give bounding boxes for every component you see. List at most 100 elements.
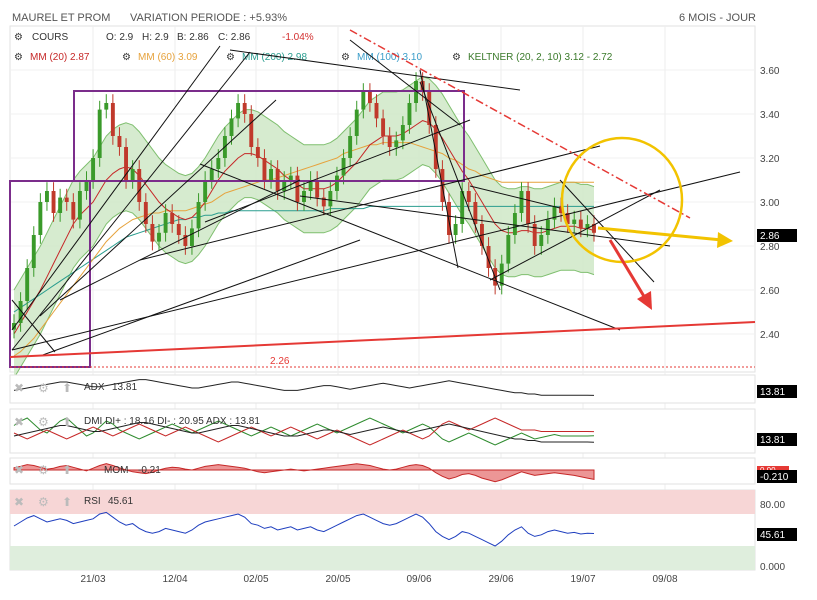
gear-icon[interactable]: ⚙ [226, 52, 235, 63]
candle-body [150, 224, 155, 242]
rsi-tick-80: 80.00 [760, 500, 785, 511]
trendline[interactable] [11, 45, 221, 331]
mom-value: -0.21 [138, 465, 161, 476]
mom-controls: ✖ ⚙ ⬆ MOM -0.21 [14, 463, 161, 477]
candle-body [433, 125, 438, 169]
gear-icon[interactable]: ⚙ [14, 52, 23, 63]
dmi-panel [9, 408, 756, 454]
red-downtrend-line[interactable] [349, 29, 691, 219]
dmi-badge [757, 433, 797, 446]
legend-close: C: 2.86 [218, 32, 251, 43]
rsi-badge [757, 528, 797, 541]
legend-mm60: MM (60) 3.09 [138, 52, 198, 63]
candle-body [374, 103, 379, 119]
candle-body [334, 175, 339, 191]
candle-body [592, 224, 596, 233]
mom-badge [757, 470, 797, 483]
candle-body [91, 158, 96, 180]
legend-low: B: 2.86 [177, 32, 209, 43]
up-arrow-icon[interactable]: ⬆ [62, 463, 72, 477]
candle-body [189, 228, 194, 246]
candle-body [31, 235, 36, 268]
gear-icon[interactable]: ⚙ [341, 52, 350, 63]
keltner-lower-line [13, 164, 595, 379]
trendline[interactable] [489, 189, 661, 281]
trendlines[interactable] [11, 39, 741, 357]
candle-body [578, 219, 583, 229]
trendline[interactable] [11, 51, 251, 351]
candle-body [348, 136, 353, 158]
candle-body [427, 92, 432, 125]
candle-body [499, 263, 504, 286]
candle-body [559, 206, 564, 213]
red-arrow-head [637, 291, 652, 310]
adx-badge-value: 13.81 [760, 387, 785, 398]
trendline[interactable] [59, 179, 301, 301]
trendline[interactable] [419, 69, 459, 269]
time-tick-label: 09/08 [652, 574, 677, 585]
candle-body [367, 92, 372, 103]
candle-body [565, 213, 570, 224]
candle-body [157, 232, 161, 242]
time-tick-label: 19/07 [570, 574, 595, 585]
rsi-controls: ✖ ⚙ ⬆ RSI 45.61 [14, 495, 133, 509]
trendline[interactable] [11, 171, 741, 351]
up-arrow-icon[interactable]: ⬆ [62, 381, 72, 395]
rsi-label: RSI [84, 496, 101, 507]
trendline[interactable] [39, 99, 277, 317]
red-arrow-shaft [608, 239, 647, 299]
candle-body [25, 268, 30, 301]
trendline[interactable] [11, 299, 56, 353]
price-tick-label: 2.80 [760, 242, 780, 253]
last-price-value: 2.86 [760, 231, 780, 242]
trendline[interactable] [469, 185, 561, 209]
trendline[interactable] [559, 179, 655, 283]
up-arrow-icon[interactable]: ⬆ [62, 495, 72, 509]
price-tick-label: 3.00 [760, 198, 780, 209]
candle-body [381, 118, 386, 136]
gear-icon[interactable]: ⚙ [38, 381, 49, 395]
price-tick-label: 2.40 [760, 330, 780, 341]
candle-body [71, 202, 76, 220]
dmi-label: DMI DI+ : 18.16 DI- : 20.95 ADX : 13.81 [84, 416, 260, 427]
trendline[interactable] [204, 119, 471, 223]
period-selector[interactable]: 6 MOIS - JOUR [679, 12, 756, 24]
trendline[interactable] [199, 163, 621, 331]
gear-icon[interactable]: ⚙ [38, 463, 49, 477]
time-tick-label: 20/05 [325, 574, 350, 585]
price-tick-label: 3.60 [760, 66, 780, 77]
close-icon[interactable]: ✖ [14, 415, 24, 429]
trendline[interactable] [229, 49, 521, 91]
gear-icon[interactable]: ⚙ [122, 52, 131, 63]
trendline[interactable] [39, 239, 361, 357]
time-tick-label: 12/04 [162, 574, 187, 585]
variation-label: VARIATION PERIODE : +5.93% [130, 12, 287, 24]
close-icon[interactable]: ✖ [14, 463, 24, 477]
gear-icon[interactable]: ⚙ [452, 52, 461, 63]
close-icon[interactable]: ✖ [14, 381, 24, 395]
trendline[interactable] [419, 81, 501, 291]
candle-body [38, 202, 43, 235]
gear-icon[interactable]: ⚙ [38, 415, 49, 429]
up-arrow-icon[interactable]: ⬆ [62, 415, 72, 429]
purple-range-box-2[interactable] [73, 90, 465, 182]
candle-body [117, 136, 122, 147]
candle-body [77, 191, 82, 220]
candle-body [400, 125, 405, 141]
candle-body [532, 224, 537, 246]
trendline[interactable] [139, 145, 601, 261]
candle-body [97, 109, 102, 158]
gear-icon[interactable]: ⚙ [38, 495, 49, 509]
close-icon[interactable]: ✖ [14, 495, 24, 509]
candle-body [354, 109, 359, 136]
trendline[interactable] [349, 39, 461, 126]
red-support-line[interactable] [9, 321, 756, 358]
candle-body [64, 197, 69, 202]
candle-body [110, 103, 115, 136]
candle-body [209, 169, 214, 180]
rsi-line [13, 511, 595, 547]
gear-icon[interactable]: ⚙ [14, 32, 23, 43]
candle-body [460, 191, 465, 224]
last-price-badge [757, 229, 797, 242]
trendline[interactable] [299, 195, 671, 247]
